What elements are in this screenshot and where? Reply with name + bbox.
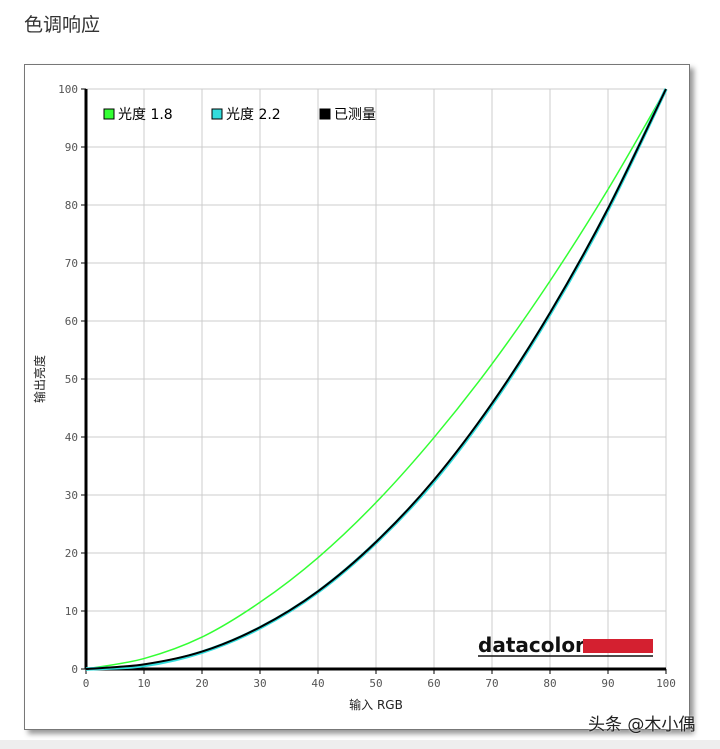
series-line: [85, 88, 667, 670]
x-tick-label: 100: [656, 677, 676, 690]
legend-label: 光度 1.8: [118, 107, 173, 123]
y-tick-label: 0: [71, 663, 78, 676]
x-tick-label: 60: [427, 677, 440, 690]
page-title: 色调响应: [24, 14, 101, 36]
legend-label: 光度 2.2: [226, 107, 281, 123]
x-tick-label: 90: [601, 677, 614, 690]
y-tick-label: 60: [65, 315, 78, 328]
x-tick-label: 70: [485, 677, 498, 690]
y-tick-label: 30: [65, 489, 78, 502]
x-tick-label: 0: [83, 677, 90, 690]
legend-label: 已测量: [334, 107, 376, 123]
datacolor-logo-text: datacolor: [478, 633, 585, 657]
x-axis-label: 输入 RGB: [349, 697, 403, 712]
y-tick-label: 40: [65, 431, 78, 444]
y-tick-label: 100: [58, 83, 78, 96]
y-tick-label: 10: [65, 605, 78, 618]
x-tick-label: 30: [253, 677, 266, 690]
y-tick-label: 20: [65, 547, 78, 560]
y-tick-label: 80: [65, 199, 78, 212]
x-tick-label: 20: [195, 677, 208, 690]
chart-frame: [24, 64, 690, 730]
x-tick-label: 10: [137, 677, 150, 690]
y-tick-label: 70: [65, 257, 78, 270]
x-tick-label: 80: [543, 677, 556, 690]
y-tick-label: 90: [65, 141, 78, 154]
legend-swatch: [319, 108, 331, 120]
datacolor-logo-bar: [583, 639, 653, 653]
y-axis-label: 输出亮度: [32, 355, 47, 403]
y-tick-label: 50: [65, 373, 78, 386]
legend-swatch: [103, 108, 115, 120]
x-tick-label: 50: [369, 677, 382, 690]
watermark: 头条 @木小偶: [588, 715, 696, 735]
bottom-bar: [0, 740, 720, 749]
x-tick-label: 40: [311, 677, 324, 690]
legend-swatch: [211, 108, 223, 120]
series-line: [85, 88, 667, 670]
